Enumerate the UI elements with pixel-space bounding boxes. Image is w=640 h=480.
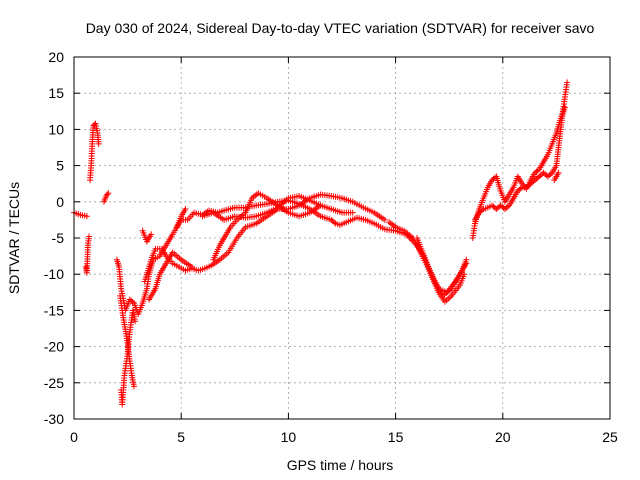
data-point: [188, 263, 195, 270]
x-tick-label: 25: [602, 429, 618, 445]
y-axis-label: SDTVAR / TECUs: [6, 182, 22, 294]
axis-ticks: 0 5 10 15 20 25 20 15 10 5 0 -5 -10 -15 -20 -25 -30: [44, 49, 618, 445]
x-tick-label: 20: [495, 429, 511, 445]
data-point: [534, 167, 541, 174]
data-point: [504, 203, 511, 210]
data-point: [104, 191, 111, 198]
data-point: [148, 231, 155, 238]
y-tick-label: -25: [44, 375, 64, 391]
data-point: [132, 318, 139, 325]
y-tick-label: -20: [44, 339, 64, 355]
data-point: [564, 79, 571, 86]
data-point: [463, 260, 470, 267]
y-tick-label: -15: [44, 302, 64, 318]
data-point: [381, 216, 388, 223]
data-point: [131, 383, 138, 390]
y-tick-label: -30: [44, 411, 64, 427]
data-point: [83, 213, 90, 220]
data-point: [479, 207, 486, 214]
y-tick-label: 10: [48, 121, 64, 137]
y-tick-label: -10: [44, 266, 64, 282]
data-point: [349, 209, 356, 216]
data-point: [95, 140, 102, 147]
x-axis-label: GPS time / hours: [287, 457, 394, 473]
x-tick-label: 15: [388, 429, 404, 445]
data-point: [86, 233, 93, 240]
x-tick-label: 0: [70, 429, 78, 445]
data-point: [517, 185, 524, 192]
data-point: [317, 202, 324, 209]
y-tick-label: 15: [48, 85, 64, 101]
data-point: [547, 171, 554, 178]
data-point: [105, 190, 112, 197]
data-point: [331, 219, 338, 226]
y-tick-label: 0: [56, 194, 64, 210]
y-tick-label: -5: [52, 230, 65, 246]
grid: [74, 57, 610, 419]
y-tick-label: 5: [56, 158, 64, 174]
x-tick-label: 5: [177, 429, 185, 445]
data-point: [182, 206, 189, 213]
chart-title: Day 030 of 2024, Sidereal Day-to-day VTE…: [86, 20, 595, 36]
y-tick-label: 20: [48, 49, 64, 65]
data-point: [555, 169, 562, 176]
x-tick-label: 10: [281, 429, 297, 445]
data-point: [129, 298, 136, 305]
data-points: [71, 79, 571, 408]
